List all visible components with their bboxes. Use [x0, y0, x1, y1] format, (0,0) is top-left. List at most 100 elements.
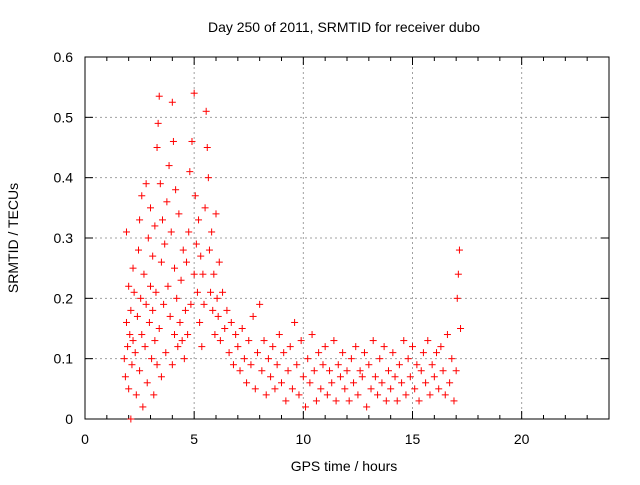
- y-tick-label: 0.3: [54, 230, 74, 246]
- data-point: [417, 367, 425, 375]
- x-tick-label: 5: [190, 431, 198, 447]
- data-point: [304, 355, 312, 363]
- data-point: [273, 361, 281, 369]
- data-point: [299, 373, 307, 381]
- data-point: [374, 391, 382, 399]
- data-point: [127, 306, 135, 314]
- data-point: [144, 234, 152, 242]
- data-point: [395, 361, 403, 369]
- data-point: [181, 306, 189, 314]
- data-point: [369, 337, 377, 345]
- data-point: [152, 288, 160, 296]
- data-point: [203, 144, 211, 151]
- data-point: [400, 337, 408, 345]
- data-point: [215, 258, 223, 266]
- data-point: [132, 391, 140, 399]
- data-point: [151, 222, 159, 230]
- data-point: [207, 288, 215, 296]
- data-point: [186, 168, 194, 176]
- data-point: [177, 276, 185, 284]
- data-point: [315, 349, 323, 357]
- data-point: [302, 403, 310, 411]
- data-point: [378, 379, 386, 387]
- data-point: [404, 355, 412, 363]
- data-point: [443, 331, 451, 339]
- data-point: [153, 144, 161, 151]
- data-point: [280, 349, 288, 357]
- data-point: [424, 337, 432, 345]
- data-point: [168, 361, 176, 369]
- data-point: [229, 361, 237, 369]
- data-point: [428, 361, 436, 369]
- data-point: [336, 373, 344, 381]
- data-point: [179, 246, 187, 254]
- data-point: [191, 192, 199, 200]
- data-point: [213, 294, 221, 302]
- data-point: [433, 349, 441, 357]
- data-point: [168, 98, 176, 106]
- data-point: [155, 92, 163, 100]
- data-point: [140, 270, 148, 278]
- data-point: [334, 361, 342, 369]
- data-point: [128, 361, 136, 369]
- data-point: [389, 349, 397, 357]
- data-point: [454, 270, 462, 278]
- data-point: [157, 373, 165, 381]
- data-point: [147, 204, 154, 212]
- y-tick-label: 0.4: [54, 170, 74, 186]
- data-point: [130, 288, 138, 296]
- data-point: [236, 367, 244, 375]
- data-point: [269, 343, 277, 351]
- data-point: [371, 373, 379, 381]
- data-point: [219, 288, 227, 296]
- data-point: [267, 373, 275, 381]
- data-point: [271, 385, 279, 393]
- data-point: [411, 385, 419, 393]
- points-layer: [120, 89, 465, 423]
- data-point: [196, 318, 204, 326]
- data-point: [122, 318, 130, 326]
- data-point: [323, 391, 331, 399]
- data-point: [358, 373, 366, 381]
- data-point: [262, 391, 270, 399]
- data-point: [149, 252, 157, 260]
- data-point: [202, 107, 210, 115]
- data-point: [291, 318, 299, 326]
- data-point: [142, 180, 150, 188]
- data-point: [282, 397, 290, 405]
- data-point: [171, 331, 179, 339]
- data-point: [393, 397, 401, 405]
- data-point: [214, 312, 222, 320]
- data-point: [188, 137, 196, 145]
- x-tick-label: 15: [405, 431, 421, 447]
- data-point: [398, 379, 406, 387]
- data-point: [124, 343, 132, 351]
- data-point: [453, 294, 461, 302]
- data-point: [347, 355, 355, 363]
- data-point: [137, 294, 145, 302]
- data-point: [147, 282, 154, 290]
- data-point: [150, 391, 158, 399]
- data-point: [204, 174, 212, 182]
- data-point: [223, 306, 231, 314]
- data-point: [148, 355, 156, 363]
- data-point: [278, 379, 285, 387]
- data-point: [232, 331, 240, 339]
- data-point: [171, 264, 179, 272]
- data-point: [457, 325, 465, 332]
- data-point: [384, 367, 392, 375]
- data-point: [149, 306, 157, 314]
- data-point: [422, 379, 430, 387]
- data-point: [284, 367, 292, 375]
- data-point: [211, 331, 219, 339]
- data-point: [153, 361, 161, 369]
- data-point: [205, 246, 213, 254]
- data-point: [139, 403, 147, 411]
- y-tick-label: 0.2: [54, 290, 74, 306]
- data-point: [455, 246, 463, 254]
- data-point: [198, 343, 206, 351]
- data-point: [251, 385, 259, 393]
- data-point: [402, 391, 410, 399]
